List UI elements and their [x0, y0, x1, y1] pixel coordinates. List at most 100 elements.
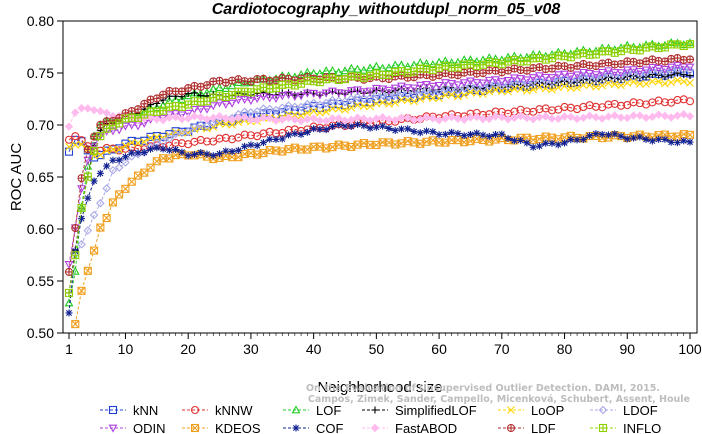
data-point-odin	[447, 80, 457, 89]
data-point-cof	[686, 138, 694, 146]
data-point-ldof	[616, 71, 626, 81]
data-point-ldof	[284, 101, 293, 110]
data-point-odin	[666, 63, 676, 72]
data-point-kdeos	[71, 320, 80, 329]
data-point-ldof	[535, 75, 544, 85]
x-axis-label: Neighborhood size	[317, 379, 442, 396]
data-point-odin	[265, 94, 275, 103]
x-tick-label: 60	[431, 341, 447, 357]
data-point-fastabod	[623, 113, 632, 123]
data-point-knnw	[77, 136, 86, 145]
data-point-loop	[209, 123, 218, 131]
data-point-cof	[216, 150, 224, 158]
data-point-fastabod	[347, 115, 356, 125]
data-point-loop	[410, 97, 418, 106]
data-point-ldof	[365, 93, 375, 103]
y-tick-label: 0.80	[27, 13, 54, 29]
x-tick-label: 30	[243, 341, 259, 357]
data-point-loop	[334, 104, 343, 113]
data-point-ldof	[428, 86, 438, 96]
data-point-loop	[152, 133, 161, 141]
data-point-loop	[447, 90, 456, 99]
data-point-ldof	[277, 103, 287, 113]
data-point-loop	[585, 81, 594, 89]
data-point-loop	[121, 141, 130, 150]
data-point-kdeos	[96, 223, 105, 232]
data-point-ldof	[585, 72, 594, 82]
data-point-odin	[284, 91, 293, 100]
data-point-cof	[454, 129, 462, 137]
data-point-cof	[592, 130, 600, 138]
data-point-loop	[372, 99, 381, 108]
data-point-fastabod	[365, 116, 375, 125]
data-point-odin	[547, 74, 557, 83]
data-point-odin	[516, 75, 526, 84]
data-point-ldof	[183, 127, 193, 137]
data-point-fastabod	[190, 112, 199, 121]
data-point-odin	[208, 102, 218, 111]
data-point-cof	[579, 135, 587, 143]
data-point-inflo	[372, 69, 381, 78]
data-point-ldof	[648, 66, 657, 75]
data-point-odin	[453, 81, 463, 90]
data-point-odin	[328, 87, 337, 96]
data-point-cof	[147, 145, 155, 153]
series-line-cof	[68, 123, 691, 314]
data-point-fastabod	[472, 112, 481, 122]
data-point-ldof	[572, 74, 582, 84]
data-point-lof	[215, 83, 224, 92]
data-point-fastabod	[278, 115, 287, 124]
data-point-cof	[410, 128, 418, 136]
data-point-kdeos	[146, 163, 155, 172]
data-point-loop	[485, 87, 494, 96]
data-point-cof	[316, 125, 324, 133]
data-point-odin	[133, 122, 143, 131]
data-point-cof	[567, 136, 575, 144]
data-point-ldof	[165, 134, 174, 143]
data-point-ldof	[208, 118, 218, 127]
data-point-ldof	[560, 73, 569, 83]
data-point-cof	[140, 149, 148, 157]
data-point-cof	[510, 137, 518, 145]
data-point-loop	[322, 107, 331, 116]
data-point-odin	[271, 95, 281, 103]
data-point-lof	[415, 57, 425, 66]
data-point-fastabod	[171, 112, 180, 122]
data-point-fastabod	[554, 114, 563, 124]
data-point-cof	[84, 194, 92, 202]
data-point-inflo	[115, 119, 124, 128]
data-point-ldf	[159, 90, 168, 99]
data-point-fastabod	[409, 115, 419, 125]
data-point-lof	[177, 94, 187, 103]
data-point-loop	[529, 85, 538, 94]
data-point-knn	[171, 127, 180, 136]
data-point-kdeos	[90, 246, 99, 255]
data-point-fastabod	[597, 114, 607, 123]
data-point-ldof	[434, 86, 444, 96]
data-point-fastabod	[397, 113, 406, 123]
data-point-knnw	[215, 134, 224, 143]
data-point-fastabod	[478, 114, 488, 124]
data-point-ldf	[71, 223, 80, 233]
data-point-fastabod	[660, 111, 670, 121]
data-point-cof	[485, 132, 493, 140]
data-point-fastabod	[641, 113, 651, 122]
data-point-ldof	[321, 98, 331, 108]
data-point-ldf	[679, 55, 688, 65]
data-point-loop	[140, 137, 149, 146]
legend-item-knn: kNN	[100, 403, 158, 418]
data-point-loop	[127, 138, 136, 147]
data-point-loop	[428, 94, 437, 102]
data-point-cof	[153, 144, 161, 152]
data-point-cof	[78, 215, 86, 223]
data-point-fastabod	[528, 115, 538, 124]
data-point-fastabod	[240, 113, 249, 122]
data-point-cof	[498, 130, 506, 138]
data-point-knn	[64, 147, 74, 156]
data-point-fastabod	[390, 115, 400, 125]
data-point-lof	[183, 91, 193, 100]
data-point-cof	[297, 130, 305, 138]
data-point-fastabod	[566, 112, 576, 122]
data-point-ldf	[64, 267, 74, 276]
data-point-loop	[115, 145, 124, 154]
